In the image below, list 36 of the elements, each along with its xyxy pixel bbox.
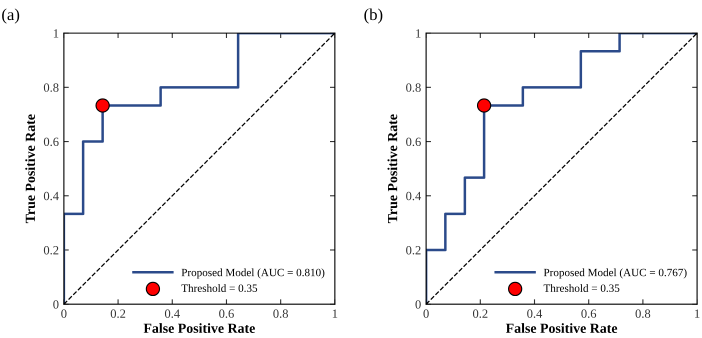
y-tick-label: 1 [54,29,58,38]
x-tick-label: 0.4 [164,309,180,318]
legend-label: Threshold = 0.35 [544,284,620,292]
line-series [64,33,335,304]
x-tick-label: 0.8 [636,309,650,318]
y-tick-label: 0.4 [44,192,59,200]
chart-title: (b) [364,8,382,24]
y-tick-label: 0.6 [406,138,421,146]
x-tick-label: 1 [695,309,700,318]
x-tick-label: 0.2 [472,309,488,318]
y-tick-label: 1 [416,29,421,38]
x-tick-label: 0 [61,309,67,318]
legend-label: Proposed Model (AUC = 0.767) [544,268,687,278]
legend-label: Proposed Model (AUC = 0.810) [182,268,324,278]
x-tick-label: 0.4 [527,309,542,318]
y-tick-label: 0.4 [406,192,422,200]
y-tick-label: 0.8 [406,83,421,92]
x-axis-title: False Positive Rate [506,323,618,333]
y-tick-label: 0 [415,300,421,309]
y-axis-title: True Positive Rate [25,114,36,224]
x-tick-label: 0 [423,309,429,318]
y-tick-label: 0 [53,300,59,309]
line-series [426,33,698,304]
chart-title: (a) [2,8,20,24]
x-tick-label: 0.6 [581,309,596,318]
y-axis-title: True Positive Rate [387,114,398,224]
x-tick-label: 1 [332,309,338,318]
y-tick-label: 0.8 [44,83,59,92]
y-tick-label: 0.2 [406,246,421,254]
x-axis-title: False Positive Rate [144,323,255,333]
y-tick-label: 0.6 [44,138,59,146]
x-tick-label: 0.6 [219,309,234,318]
x-tick-label: 0.8 [273,309,288,318]
y-tick-label: 0.2 [44,246,58,254]
x-tick-label: 0.2 [110,309,126,318]
legend-label: Threshold = 0.35 [181,284,258,292]
